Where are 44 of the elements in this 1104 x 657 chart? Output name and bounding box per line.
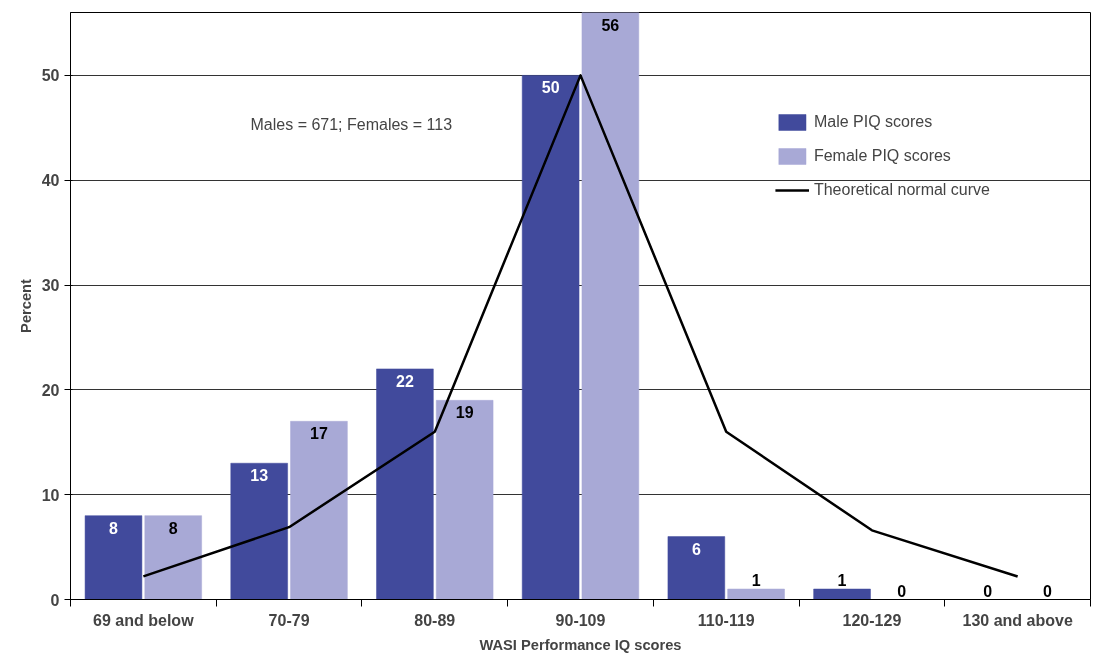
y-tick-label: 0: [50, 591, 60, 609]
data-label: 56: [601, 16, 620, 34]
x-tick-label: 130 and above: [962, 611, 1073, 629]
data-label: 17: [310, 425, 328, 443]
x-tick-label: 69 and below: [93, 611, 195, 629]
bar: [667, 536, 726, 600]
x-axis-title: WASI Performance IQ scores: [479, 636, 682, 653]
y-tick-label: 20: [41, 381, 60, 399]
legend-label: Male PIQ scores: [813, 113, 933, 131]
x-tick-label: 80-89: [414, 611, 456, 629]
x-tick-label: 120-129: [842, 611, 902, 629]
data-label: 13: [250, 467, 269, 485]
bar: [727, 588, 785, 600]
x-tick-label: 90-109: [555, 611, 606, 629]
data-label: 0: [983, 582, 993, 600]
y-tick-label: 50: [41, 67, 60, 85]
data-label: 8: [109, 519, 119, 537]
bar: [144, 515, 202, 600]
data-label: 1: [837, 572, 847, 590]
bar: [581, 12, 640, 600]
data-label: 8: [168, 519, 178, 537]
data-label: 6: [691, 540, 701, 558]
x-tick-label: 110-119: [697, 611, 755, 629]
bar: [435, 400, 494, 600]
data-label: 19: [455, 404, 474, 422]
bar: [376, 368, 434, 600]
y-tick-label: 10: [41, 486, 60, 504]
legend-label: Theoretical normal curve: [813, 181, 990, 199]
y-axis-title: Percent: [17, 279, 34, 333]
data-label: 1: [751, 572, 761, 590]
y-tick-label: 40: [41, 172, 60, 190]
data-label: 0: [1043, 582, 1053, 600]
data-label: 0: [897, 582, 907, 600]
bar: [84, 515, 143, 600]
legend-label: Female PIQ scores: [813, 147, 951, 165]
bar: [521, 75, 580, 600]
bar: [290, 421, 348, 600]
bar: [813, 588, 871, 600]
data-label: 22: [396, 372, 414, 390]
bar: [230, 462, 288, 600]
x-tick-label: 70-79: [268, 611, 310, 629]
y-tick-label: 30: [41, 277, 60, 295]
data-label: 50: [541, 79, 560, 97]
annotation: Males = 671; Females = 113: [250, 116, 453, 134]
